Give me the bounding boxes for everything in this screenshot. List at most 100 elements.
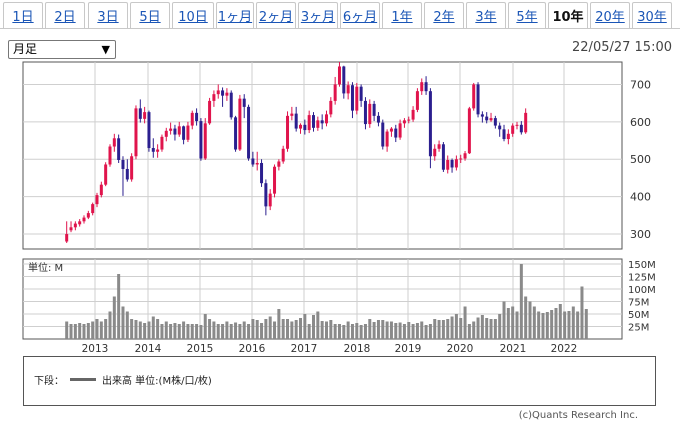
volume-bar [441,320,445,339]
volume-bar [65,321,69,339]
candle-body [316,120,320,128]
period-tabs: 1日 2日 3日 5日 10日 1ヶ月 2ヶ月 3ヶ月 6ヶ月 1年 2年 3年 5年 10年 20年 30年 [0,0,680,30]
tab-11[interactable]: 2年 [424,2,464,28]
volume-bar [216,324,220,339]
volume-bar [95,319,99,339]
candle-body [147,112,151,149]
volume-bar [571,306,575,339]
candle-body [303,124,307,131]
candle-body [212,94,216,101]
tab-16[interactable]: 30年 [632,2,672,28]
volume-bar [433,319,437,339]
tab-2[interactable]: 2日 [45,2,85,28]
candle-body [342,66,346,94]
tab-4[interactable]: 5日 [130,2,170,28]
candle-body [428,91,432,157]
volume-bar [584,309,588,339]
volume-bar [125,311,129,339]
candle-body [255,162,259,165]
volume-bar [524,296,528,339]
volume-bar [134,320,138,339]
candle-body [242,98,246,107]
volume-bar [82,324,86,339]
price-tick-label: 700 [630,78,651,91]
candle-body [117,138,121,160]
volume-bar [446,319,450,339]
volume-bar [203,314,207,339]
volume-bar [363,324,367,339]
volume-bar [264,319,268,339]
candle-body [229,92,233,118]
volume-bar [208,319,212,339]
volume-bar [342,325,346,339]
candle-body [182,126,186,140]
candle-body [268,193,272,207]
year-tick-label: 2021 [500,343,527,355]
volume-bar [78,323,82,339]
volume-bar [268,316,272,339]
tab-1[interactable]: 1日 [3,2,43,28]
volume-bar [221,324,225,339]
volume-bar [143,323,147,339]
volume-tick-label: 125M [628,273,656,284]
year-tick-label: 2020 [447,343,474,355]
volume-bar [173,323,177,339]
volume-bar [212,321,216,339]
volume-bar [316,311,320,339]
volume-unit-label: 単位: M [28,261,63,274]
volume-bar [86,323,90,339]
candle-body [372,103,376,116]
tab-5[interactable]: 10日 [172,2,214,28]
volume-bar [558,304,562,339]
price-plot-frame [22,61,623,250]
volume-bar [91,321,95,339]
candle-body [294,113,298,129]
year-tick-label: 2015 [187,343,214,355]
volume-bar [554,308,558,339]
volume-bar [398,322,402,339]
candle-body [299,124,303,129]
candle-body [225,92,229,96]
volume-bar [537,311,541,339]
volume-bar [286,319,290,339]
tab-7[interactable]: 2ヶ月 [256,2,296,28]
period-select[interactable]: 月足 ▼ [8,40,116,59]
candle-body [99,184,103,196]
candle-body [108,146,112,165]
volume-bar [472,321,476,339]
tab-15[interactable]: 20年 [590,2,630,28]
candle-body [130,156,134,180]
candle-body [459,158,463,160]
period-select-value: 月足 [13,42,38,56]
volume-bar [493,319,497,339]
tab-9[interactable]: 6ヶ月 [340,2,380,28]
candle-body [186,125,190,140]
volume-bar [156,319,160,339]
candle-body [121,159,125,169]
candle-body [385,131,389,147]
candle-body [290,113,294,116]
candle-body [286,115,290,149]
tab-14[interactable]: 10年 [548,2,588,28]
candle-body [208,100,212,124]
candle-body [337,66,341,85]
candle-body [203,123,207,159]
volume-bar [463,306,467,339]
volume-tick-label: 25M [628,323,649,334]
volume-bar [225,321,229,339]
tab-6[interactable]: 1ヶ月 [216,2,254,28]
volume-bar [247,324,251,339]
legend-series-label: 出来高 単位:(M株/口/枚) [102,376,212,387]
tab-12[interactable]: 3年 [466,2,506,28]
candle-body [350,85,354,111]
candle-body [138,108,142,119]
volume-bar [515,311,519,339]
year-tick-label: 2018 [344,343,371,355]
tab-13[interactable]: 5年 [508,2,546,28]
tab-3[interactable]: 3日 [88,2,128,28]
tab-8[interactable]: 3ヶ月 [298,2,338,28]
candle-body [376,115,380,123]
tab-10[interactable]: 1年 [382,2,422,28]
candle-body [394,128,398,138]
volume-bar [195,324,199,339]
